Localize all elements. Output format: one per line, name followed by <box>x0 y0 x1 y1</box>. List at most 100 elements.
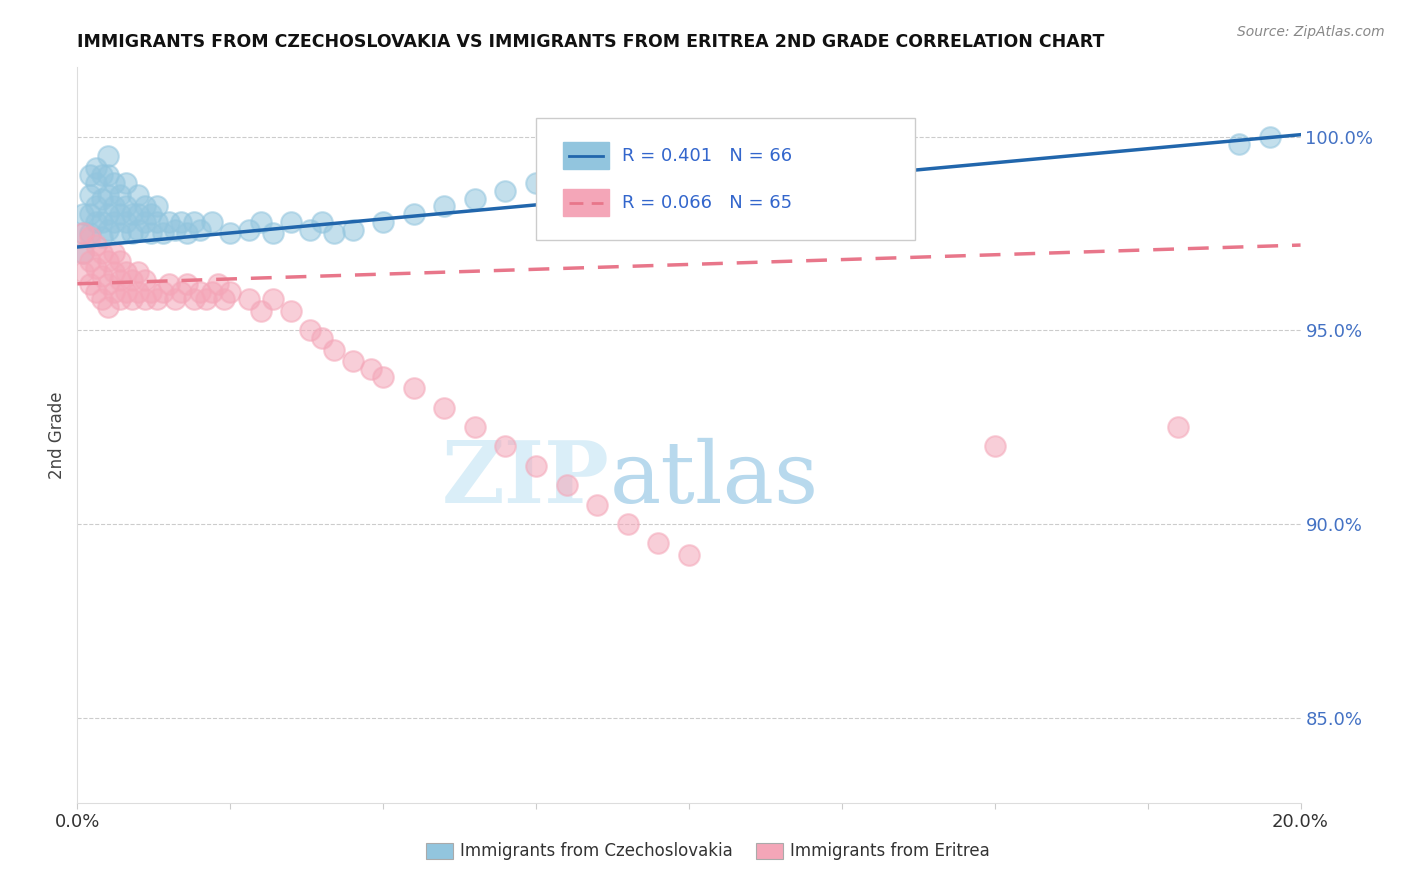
Point <box>90 192 112 206</box>
Point <box>311 215 333 229</box>
FancyBboxPatch shape <box>756 843 783 860</box>
Point <box>433 199 456 213</box>
Point <box>90 293 112 307</box>
Point <box>72 245 94 260</box>
Point <box>170 285 193 299</box>
Point <box>127 222 149 236</box>
Point <box>176 277 198 291</box>
Point <box>402 381 425 395</box>
Point <box>121 293 143 307</box>
Point <box>127 187 149 202</box>
Point <box>121 273 143 287</box>
Point <box>127 265 149 279</box>
Point <box>152 227 174 241</box>
Point <box>97 149 120 163</box>
Point <box>183 293 205 307</box>
Text: IMMIGRANTS FROM CZECHOSLOVAKIA VS IMMIGRANTS FROM ERITREA 2ND GRADE CORRELATION : IMMIGRANTS FROM CZECHOSLOVAKIA VS IMMIGR… <box>77 34 1105 52</box>
Point <box>121 227 143 241</box>
Point <box>146 215 169 229</box>
Point <box>250 215 273 229</box>
Point <box>79 227 101 241</box>
Point <box>108 293 131 307</box>
Point <box>90 268 112 283</box>
Point <box>84 261 107 276</box>
Point <box>103 215 125 229</box>
Point <box>495 440 517 454</box>
Text: R = 0.066   N = 65: R = 0.066 N = 65 <box>621 194 792 211</box>
Point <box>1229 137 1251 152</box>
Point <box>139 285 162 299</box>
Point <box>72 207 94 221</box>
Point <box>103 176 125 190</box>
Point <box>146 293 169 307</box>
Point <box>433 401 456 415</box>
Point <box>72 245 94 260</box>
Point <box>103 285 125 299</box>
Point <box>250 304 273 318</box>
Point <box>678 548 700 562</box>
Text: atlas: atlas <box>609 437 818 521</box>
Point <box>79 169 101 183</box>
Point <box>157 277 180 291</box>
Point <box>79 253 101 268</box>
Point <box>183 215 205 229</box>
Point <box>371 215 394 229</box>
Point <box>262 293 284 307</box>
Point <box>647 536 669 550</box>
Point <box>146 199 169 213</box>
Point <box>134 293 156 307</box>
Point <box>108 273 131 287</box>
Point <box>238 222 260 236</box>
Point <box>360 362 382 376</box>
Point <box>176 227 198 241</box>
Point <box>79 187 101 202</box>
Point <box>194 293 217 307</box>
FancyBboxPatch shape <box>536 119 915 240</box>
Point <box>134 215 156 229</box>
Point <box>139 207 162 221</box>
Point <box>238 293 260 307</box>
Point <box>280 304 302 318</box>
Point <box>555 478 578 492</box>
Point <box>108 253 131 268</box>
Point <box>115 176 138 190</box>
Point <box>84 238 107 252</box>
Point <box>127 207 149 221</box>
Point <box>108 227 131 241</box>
Point <box>219 285 242 299</box>
Point <box>84 199 107 213</box>
Point <box>464 192 486 206</box>
Point <box>323 227 346 241</box>
Point <box>72 227 94 241</box>
Point <box>134 199 156 213</box>
FancyBboxPatch shape <box>426 843 453 860</box>
Point <box>1258 129 1281 144</box>
Point <box>97 253 120 268</box>
Point <box>115 199 138 213</box>
Point <box>115 265 138 279</box>
Point <box>495 184 517 198</box>
Point <box>79 277 101 291</box>
Point <box>84 285 107 299</box>
Point <box>311 331 333 345</box>
Point <box>108 187 131 202</box>
Text: Immigrants from Eritrea: Immigrants from Eritrea <box>790 842 990 860</box>
Point <box>97 207 120 221</box>
Y-axis label: 2nd Grade: 2nd Grade <box>48 391 66 479</box>
Point <box>97 187 120 202</box>
Point <box>90 169 112 183</box>
Point <box>84 215 107 229</box>
Point <box>134 273 156 287</box>
Text: ZIP: ZIP <box>441 437 609 521</box>
Point <box>115 215 138 229</box>
Text: Immigrants from Czechoslovakia: Immigrants from Czechoslovakia <box>460 842 733 860</box>
Point <box>157 215 180 229</box>
Point <box>586 498 609 512</box>
Point <box>201 285 224 299</box>
Point <box>165 222 187 236</box>
FancyBboxPatch shape <box>562 189 609 216</box>
Point <box>79 207 101 221</box>
Point <box>188 285 211 299</box>
Point <box>103 265 125 279</box>
Point <box>402 207 425 221</box>
